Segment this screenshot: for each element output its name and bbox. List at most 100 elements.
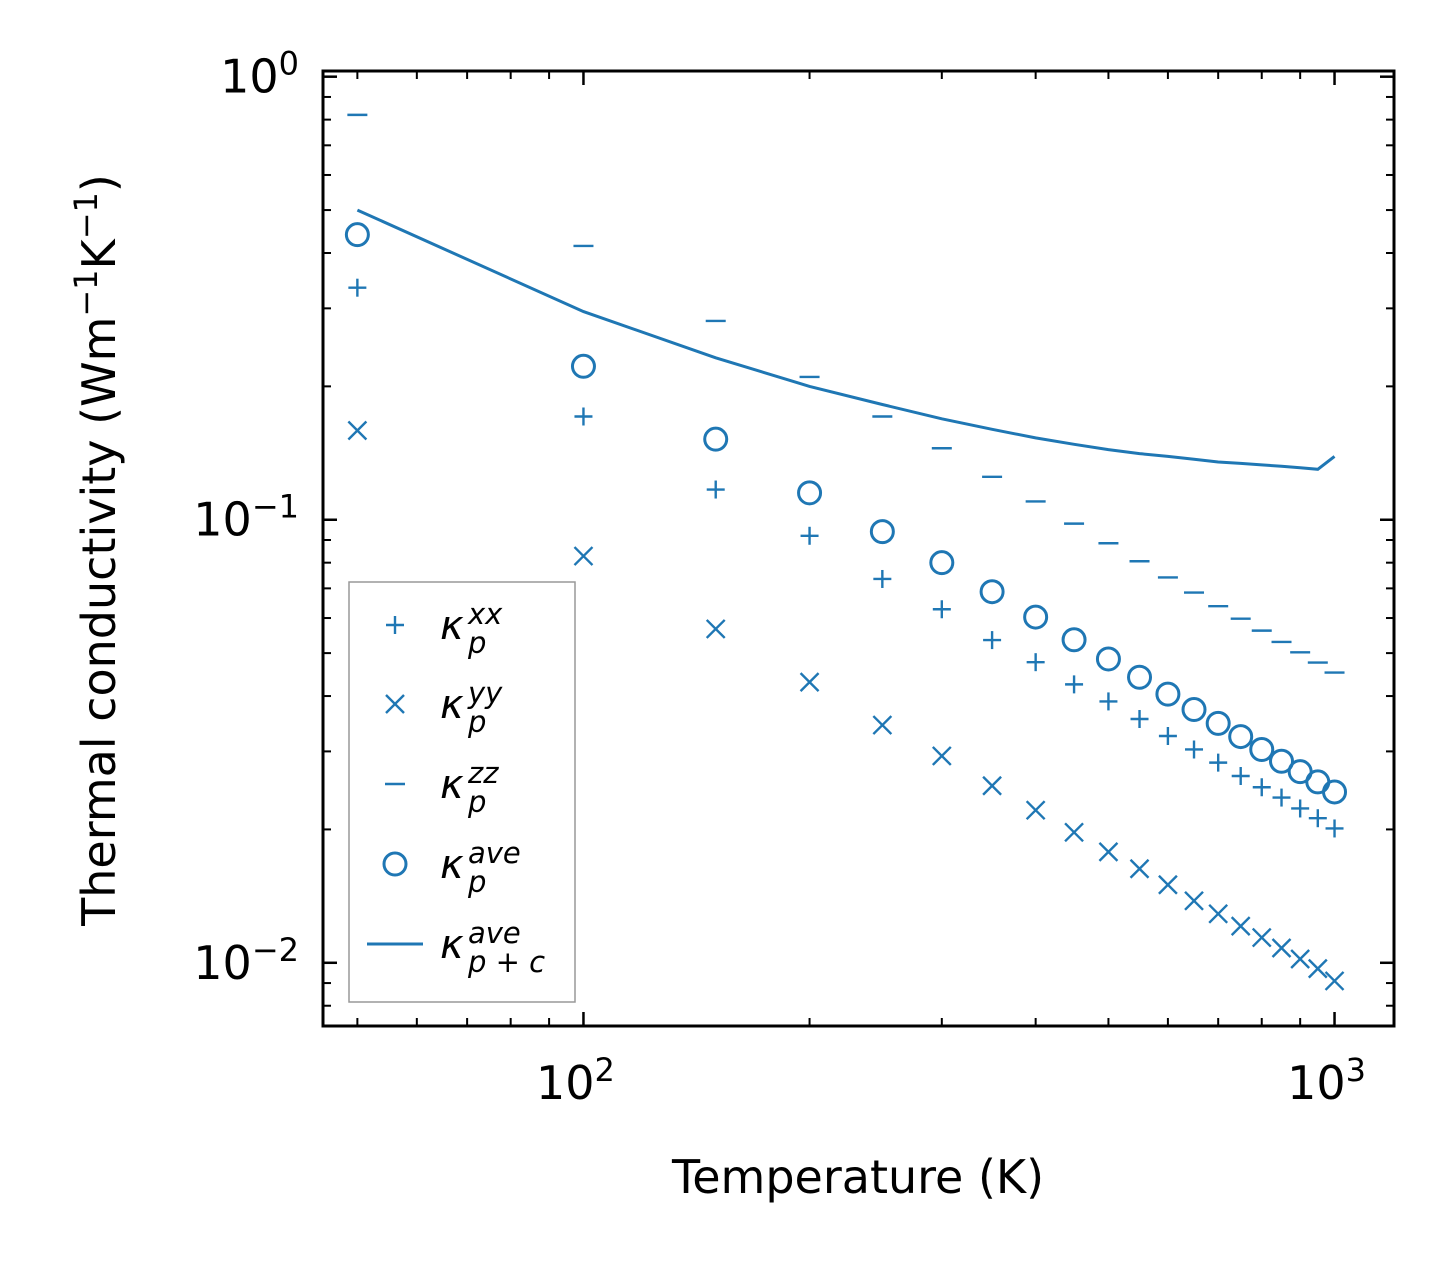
y-tick-label: 10−2 [193,931,299,990]
data-point-kappa_p_yy [799,672,820,692]
data-point-kappa_p_ave [1181,696,1207,722]
data-point-kappa_p_xx [1252,778,1271,797]
legend-sub: p + c [467,945,545,979]
data-point-kappa_p_yy [1025,800,1046,821]
data-point-kappa_p_yy [705,619,726,639]
legend-sup: ave [468,916,521,950]
data-point-kappa_p_yy [1251,927,1272,948]
data-point-kappa_p_ave [869,519,895,545]
series-kappa_p_xx [348,278,1344,838]
data-point-kappa_p_yy [347,420,368,441]
axes-frame [321,69,1396,1028]
data-point-kappa_p_xx [873,569,892,588]
legend-label-kappa_p_zz: κ [440,762,464,808]
data-point-kappa_p_ave [1155,681,1181,707]
legend-label-kappa_p_ave: κ [440,842,464,888]
legend-item-kappa_p_xx: κ xxp [386,597,503,660]
data-point-kappa_p_xx [1130,710,1149,729]
legend-sup: yy [467,676,503,710]
data-point-kappa_p_ave [1322,779,1348,805]
data-point-kappa_p_xx [1185,740,1204,759]
y-axis-label: Thermal conductivity (Wm−1K−1) [67,174,126,927]
data-point-kappa_p_yy [982,775,1002,796]
data-point-kappa_p_xx [1308,809,1327,828]
legend-sup: xx [467,597,503,631]
data-point-kappa_p_yy [1290,949,1311,969]
data-point-kappa_p_xx [983,631,1002,650]
data-point-kappa_p_ave [344,222,370,248]
data-point-kappa_p_xx [348,278,367,297]
legend-label-kappa_pc_ave: κ [440,922,464,968]
y-axis-label-sup1: −1 [67,269,105,316]
legend-sub: p [467,626,486,660]
tick-labels: 102 103 10−2 10−1 100 [193,45,1366,1110]
data-point-kappa_p_xx [800,526,819,545]
y-axis-label-sup2: −1 [67,192,105,239]
legend-sup: ave [468,836,521,870]
data-point-kappa_p_yy [573,546,594,566]
data-point-kappa_p_xx [932,600,951,619]
data-point-kappa_p_yy [1230,916,1251,936]
data-point-kappa_p_yy [1158,874,1178,895]
y-axis-label-mid: K [72,237,126,269]
legend-sup: zz [467,756,499,790]
legend-handle-plus [386,616,404,634]
series-kappa_p_ave [344,222,1348,805]
legend-label-kappa_p_xx: κ [440,603,464,649]
data-point-kappa_p_ave [1023,604,1049,630]
legend-handle-circle [382,851,408,877]
data-point-kappa_p_ave [797,480,823,506]
data-point-kappa_p_xx [1158,727,1177,746]
data-point-kappa_p_yy [1184,890,1204,911]
data-point-kappa_p_ave [979,579,1005,605]
data-point-kappa_p_ave [1269,748,1295,774]
data-point-kappa_p_yy [1271,938,1292,958]
data-point-kappa_p_ave [1228,724,1254,750]
data-point-kappa_p_yy [1324,971,1345,991]
data-point-kappa_p_xx [1291,799,1310,818]
data-point-kappa_p_yy [931,746,952,766]
legend-sub: p [467,705,486,739]
data-point-kappa_p_ave [1061,627,1087,653]
y-axis-label-prefix: Thermal conductivity (Wm [72,317,126,927]
data-point-kappa_p_ave [1127,664,1153,690]
data-point-kappa_p_yy [1129,858,1150,879]
y-axis-label-suffix: ) [72,174,126,192]
legend-item-kappa_p_zz: κ zzp [385,756,499,819]
series-kappa_p_yy [347,420,1345,991]
data-point-kappa_p_ave [1205,710,1231,736]
x-tick-label: 102 [536,1051,615,1110]
legend-item-kappa_p_yy: κ yyp [385,676,503,739]
data-point-kappa_p_ave [929,550,955,576]
legend-handle-x [385,694,405,714]
data-point-kappa_p_xx [1026,653,1045,672]
data-point-kappa_p_yy [1064,822,1084,843]
data-point-kappa_p_ave [703,426,729,452]
data-point-kappa_p_xx [1231,766,1250,785]
data-point-kappa_p_xx [1272,788,1291,807]
data-point-kappa_p_ave [1249,736,1275,762]
data-point-kappa_p_xx [1325,819,1344,838]
x-axis-label: Temperature (K) [671,1150,1044,1204]
series-kappa_p_zz [347,113,1345,674]
data-point-kappa_p_xx [706,480,725,499]
y-tick-label: 10−1 [193,488,299,547]
legend-box [348,581,576,1003]
data-point-kappa_p_xx [1209,753,1228,772]
data-point-kappa_p_xx [1099,692,1118,711]
plot-area [344,113,1348,991]
data-point-kappa_p_yy [1098,841,1119,862]
data-point-kappa_p_ave [570,353,596,379]
y-tick-label: 100 [220,45,299,104]
series-kappa_pc_ave [356,208,1336,471]
series-line-kappa_pc_ave [356,208,1336,471]
x-tick-label: 103 [1287,1051,1366,1110]
data-point-kappa_p_yy [872,715,893,735]
data-point-kappa_p_ave [1095,646,1121,672]
legend-label-kappa_p_yy: κ [440,682,464,728]
